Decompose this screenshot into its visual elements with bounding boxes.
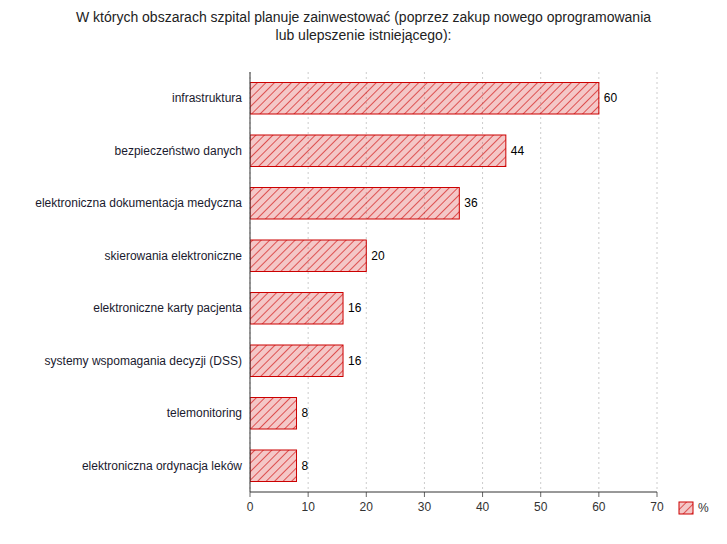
data-label: 20	[371, 249, 385, 263]
data-label: 16	[348, 301, 362, 315]
chart: W których obszarach szpital planuje zain…	[0, 0, 727, 544]
grid-line	[250, 72, 251, 492]
tick-label: 0	[247, 500, 254, 514]
grid	[250, 72, 657, 492]
tick-mark	[424, 492, 425, 497]
grid-line	[598, 72, 599, 492]
tick-mark	[366, 492, 367, 497]
tick-label: 70	[650, 500, 664, 514]
legend-label: %	[698, 501, 709, 515]
tick-label: 60	[592, 500, 606, 514]
bar	[250, 450, 297, 482]
data-label: 36	[464, 196, 478, 210]
category-label: systemy wspomagania decyzji (DSS)	[45, 354, 242, 368]
category-label: infrastruktura	[172, 91, 242, 105]
category-label: elektroniczna ordynacja leków	[82, 459, 242, 473]
bar	[250, 293, 343, 325]
category-label: skierowania elektroniczne	[105, 249, 243, 263]
category-label: bezpieczeństwo danych	[115, 144, 242, 158]
title: W których obszarach szpital planuje zain…	[76, 9, 651, 43]
tick-label: 30	[418, 500, 432, 514]
data-label: 8	[302, 459, 309, 473]
bar	[250, 345, 343, 377]
data-label: 8	[302, 406, 309, 420]
x-axis	[250, 492, 657, 493]
tick-mark	[540, 492, 541, 497]
grid-line	[657, 72, 658, 492]
tick-mark	[308, 492, 309, 497]
bar	[250, 240, 366, 272]
category-label: elektroniczna dokumentacja medyczna	[35, 196, 242, 210]
category-label: telemonitoring	[167, 406, 242, 420]
tick-mark	[657, 492, 658, 497]
legend-swatch	[679, 502, 693, 514]
bar	[250, 398, 297, 430]
tick-mark	[482, 492, 483, 497]
bar	[250, 188, 459, 220]
legend: %	[679, 501, 709, 515]
data-label: 44	[511, 144, 525, 158]
data-label: 16	[348, 354, 362, 368]
tick-label: 10	[301, 500, 315, 514]
tick-mark	[250, 492, 251, 497]
grid-line	[540, 72, 541, 492]
tick-label: 20	[360, 500, 374, 514]
bars	[250, 83, 599, 482]
y-axis	[250, 72, 251, 492]
category-label: elektroniczne karty pacjenta	[93, 301, 242, 315]
bar	[250, 83, 599, 115]
bar	[250, 135, 506, 167]
tick-mark	[598, 492, 599, 497]
tick-label: 40	[476, 500, 490, 514]
data-label: 60	[604, 91, 618, 105]
tick-label: 50	[534, 500, 548, 514]
